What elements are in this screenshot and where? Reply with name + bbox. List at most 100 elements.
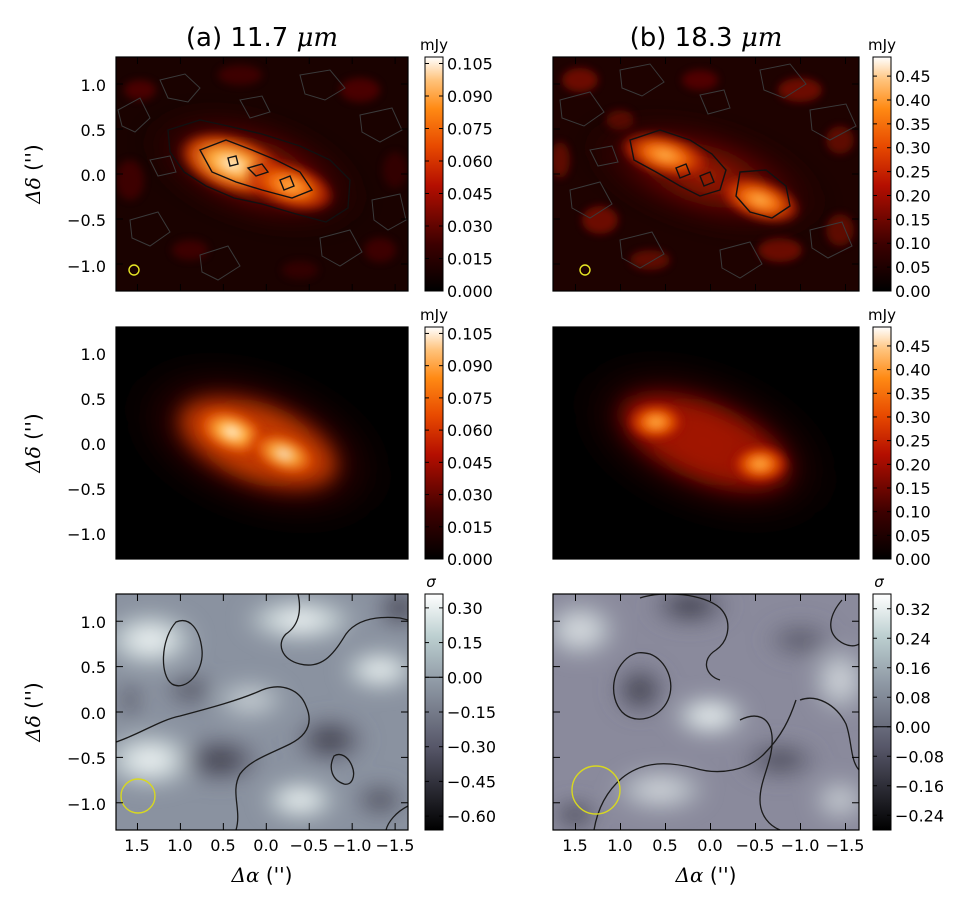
x-tick-label: 0.0 [253, 836, 278, 855]
colorbar-tick-label: 0.00 [895, 550, 931, 569]
colorbar-unit-label: mJy [420, 36, 448, 54]
x-tick-label: 0.0 [697, 836, 722, 855]
y-tick-label: 0.0 [81, 166, 106, 185]
x-axis-label-b: Δα ('') [675, 863, 737, 887]
colorbar-observed-b [872, 56, 892, 292]
y-axis-label-row1: Δδ ('') [21, 413, 45, 473]
colorbar-tick-label: 0.105 [447, 324, 493, 343]
colorbar-tick-label: 0.075 [447, 120, 493, 139]
x-tick-labels-a: 1.5 1.0 0.5 0.0 −0.5 −1.0 −1.5 [124, 836, 414, 855]
x-tick-label: 1.0 [607, 836, 632, 855]
colorbar-tick-label: 0.30 [895, 139, 931, 158]
colorbar-tick-label: −0.08 [895, 747, 944, 766]
y-tick-label: 1.0 [81, 345, 106, 364]
colorbar-tick-label: 0.000 [447, 282, 493, 301]
y-tick-label: 0.5 [81, 121, 106, 140]
colorbar-tick-label: 0.060 [447, 421, 493, 440]
colorbar-tick-label: 0.40 [895, 361, 931, 380]
colorbar-tick-label: 0.20 [895, 186, 931, 205]
panel-title-a: (a) 11.7 μm [186, 23, 338, 53]
colorbar-tick-label: 0.35 [895, 384, 931, 403]
colorbar-unit-label: mJy [420, 306, 448, 324]
colorbar-tick-label: 0.32 [895, 600, 931, 619]
y-tick-label: −0.5 [67, 211, 106, 230]
colorbar-tick-label: −0.45 [447, 772, 496, 791]
x-axis-label-a: Δα ('') [231, 863, 293, 887]
colorbar-tick-label: −0.15 [447, 703, 496, 722]
colorbar-tick-label: 0.15 [447, 634, 483, 653]
colorbar-tick-label: −0.24 [895, 806, 944, 825]
y-tick-label: 0.5 [81, 390, 106, 409]
y-tick-label: −0.5 [67, 480, 106, 499]
colorbar-unit-label: σ [874, 573, 884, 591]
x-tick-label: −0.5 [290, 836, 329, 855]
colorbar-tick-label: 0.45 [895, 67, 931, 86]
heatmap-observed-b [553, 57, 859, 291]
colorbar-residual-b [872, 593, 892, 831]
beam-icon [128, 264, 140, 276]
colorbar-model-b [872, 326, 892, 560]
y-tick-label: 0.5 [81, 658, 106, 677]
y-tick-label: 1.0 [81, 613, 106, 632]
heatmap-residual-a [116, 594, 408, 830]
colorbar-unit-label: mJy [868, 306, 896, 324]
x-tick-label: −1.0 [781, 836, 820, 855]
colorbar-tick-label: 0.16 [895, 659, 931, 678]
colorbar-tick-label: 0.045 [447, 185, 493, 204]
x-tick-label: −1.5 [826, 836, 865, 855]
colorbar-unit-label: mJy [868, 36, 896, 54]
colorbar-tick-label: 0.075 [447, 389, 493, 408]
y-tick-label: −1.0 [67, 525, 106, 544]
heatmap-residual-b [553, 594, 859, 830]
x-tick-label: −1.0 [333, 836, 372, 855]
colorbar-observed-a [424, 56, 444, 292]
heatmap-observed-a [116, 57, 408, 291]
y-tick-label: 0.0 [81, 435, 106, 454]
colorbar-model-a [424, 326, 444, 560]
colorbar-tick-label: 0.30 [447, 599, 483, 618]
colorbar-tick-label: 0.40 [895, 91, 931, 110]
colorbar-tick-label: 0.000 [447, 550, 493, 569]
colorbar-tick-label: 0.25 [895, 432, 931, 451]
y-tick-labels-row1: 1.0 0.5 0.0 −0.5 −1.0 [67, 345, 106, 544]
y-tick-label: −0.5 [67, 749, 106, 768]
x-tick-label: 1.0 [167, 836, 192, 855]
colorbar-tick-label: 0.24 [895, 629, 931, 648]
colorbar-tick-label: 0.00 [447, 668, 483, 687]
colorbar-tick-label: −0.16 [895, 777, 944, 796]
y-tick-label: 0.0 [81, 704, 106, 723]
x-tick-label: −0.5 [736, 836, 775, 855]
colorbar-tick-label: 0.20 [895, 455, 931, 474]
colorbar-tick-label: 0.015 [447, 518, 493, 537]
x-tick-label: −1.5 [376, 836, 415, 855]
colorbar-tick-label: 0.00 [895, 282, 931, 301]
colorbar-unit-label: σ [426, 573, 436, 591]
y-tick-label: 1.0 [81, 76, 106, 95]
colorbar-tick-label: 0.10 [895, 234, 931, 253]
colorbar-tick-label: 0.030 [447, 217, 493, 236]
y-tick-labels-row2: 1.0 0.5 0.0 −0.5 −1.0 [67, 613, 106, 814]
colorbar-tick-label: 0.08 [895, 688, 931, 707]
colorbar-tick-label: 0.35 [895, 115, 931, 134]
y-axis-label-row2: Δδ ('') [21, 682, 45, 742]
colorbar-tick-label: 0.090 [447, 357, 493, 376]
colorbar-tick-label: 0.090 [447, 87, 493, 106]
colorbar-tick-label: 0.30 [895, 408, 931, 427]
colorbar-tick-label: 0.15 [895, 210, 931, 229]
beam-icon [571, 765, 621, 815]
colorbar-tick-label: 0.030 [447, 486, 493, 505]
panel-title-b: (b) 18.3 μm [630, 23, 783, 53]
x-tick-labels-b: 1.5 1.0 0.5 0.0 −0.5 −1.0 −1.5 [562, 836, 864, 855]
colorbar-tick-label: 0.45 [895, 337, 931, 356]
colorbar-tick-label: 0.15 [895, 479, 931, 498]
y-axis-label-row0: Δδ ('') [21, 144, 45, 204]
y-tick-label: −1.0 [67, 795, 106, 814]
colorbar-tick-label: 0.05 [895, 258, 931, 277]
colorbar-tick-label: −0.60 [447, 807, 496, 826]
x-tick-label: 1.5 [124, 836, 149, 855]
heatmap-model-b [553, 327, 859, 559]
colorbar-tick-label: 0.05 [895, 526, 931, 545]
y-tick-labels-row0: 1.0 0.5 0.0 −0.5 −1.0 [67, 76, 106, 276]
beam-icon [120, 778, 156, 814]
colorbar-tick-label: 0.105 [447, 55, 493, 74]
